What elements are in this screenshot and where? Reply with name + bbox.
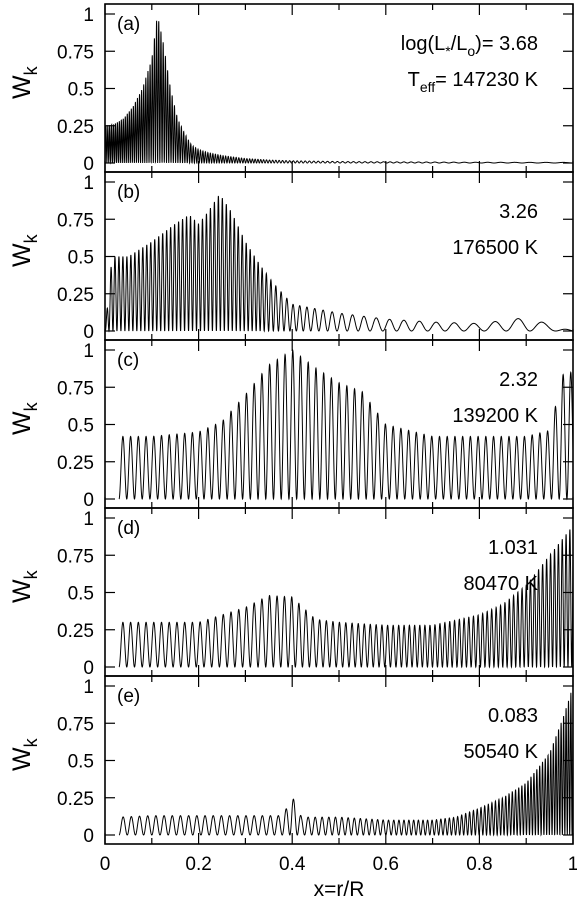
y-axis-label-sub: k	[21, 737, 41, 747]
x-tick-label: 0.2	[185, 854, 211, 875]
y-axis-label-sub: k	[21, 569, 41, 579]
y-tick-label: 1	[83, 341, 94, 362]
annotation-line: 139200 K	[452, 405, 538, 427]
panel-c: 0 0.25 0.5 0.75 1 Wk (c) 2.32 139200 K	[8, 339, 574, 511]
y-tick-label: 0.5	[68, 584, 94, 605]
annotation-text: /L	[451, 33, 468, 55]
panel-d: 0 0.25 0.5 0.75 1 Wk (d) 1.031 80470 K	[8, 507, 574, 679]
data-curve	[118, 692, 574, 837]
annotation-line: 176500 K	[452, 237, 538, 259]
y-tick-label: 0	[83, 658, 94, 679]
annotation-line: 80470 K	[463, 573, 538, 595]
panel-a: 0 0.25 0.5 0.75 1 Wk (a) log(L*/Lo)= 3.68 Teff= …	[8, 3, 574, 175]
annotation-line: 50540 K	[463, 741, 538, 763]
annotation-text: log(L	[401, 33, 445, 55]
annotation-text: 176500 K	[452, 237, 538, 259]
y-tick-label: 0	[83, 490, 94, 511]
y-tick-label: 0.5	[68, 416, 94, 437]
panel-e: 0 0.25 0.5 0.75 1 Wk (e) 0.083 50540 K 0 0.2 0.4 0.6…	[8, 675, 577, 901]
y-tick-label: 0	[83, 322, 94, 343]
y-tick-label: 1	[83, 509, 94, 530]
y-axis-label: Wk	[8, 569, 41, 603]
annotation-text: T	[408, 69, 420, 91]
annotation-line: Teff= 147230 K	[408, 69, 539, 95]
x-tick-label: 0.8	[466, 854, 492, 875]
y-tick-label: 1	[83, 173, 94, 194]
y-axis-label-main: W	[8, 747, 36, 771]
data-curve	[118, 349, 574, 501]
data-curve	[104, 20, 573, 165]
y-tick-label: 0.75	[57, 714, 94, 735]
annotation-text: 0.083	[488, 705, 538, 727]
annotation-line: 2.32	[499, 369, 538, 391]
data-curve	[104, 195, 574, 333]
panel-label: (e)	[117, 686, 140, 707]
y-tick-label: 0.75	[57, 42, 94, 63]
y-axis-label-sub: k	[21, 401, 41, 411]
annotation-text: 1.031	[488, 537, 538, 559]
y-tick-label: 0.25	[57, 621, 94, 642]
y-axis-label-main: W	[8, 75, 36, 99]
y-tick-label: 0.5	[68, 80, 94, 101]
annotation-text: 3.26	[499, 201, 538, 223]
y-axis-label: Wk	[8, 401, 41, 435]
annotation-subscript: *	[445, 43, 451, 59]
annotation-text: )= 3.68	[475, 33, 538, 55]
panel-label: (b)	[117, 182, 140, 203]
y-axis-label: Wk	[8, 65, 41, 99]
annotation-line: log(L*/Lo)= 3.68	[401, 33, 538, 59]
annotation-text: 139200 K	[452, 405, 538, 427]
panel-label: (c)	[117, 350, 139, 371]
y-axis-label-main: W	[8, 243, 36, 267]
panel-b: 0 0.25 0.5 0.75 1 Wk (b) 3.26 176500 K	[8, 171, 574, 343]
annotation-text: 50540 K	[463, 741, 538, 763]
y-axis-label-main: W	[8, 579, 36, 603]
y-tick-label: 0.25	[57, 453, 94, 474]
y-axis-label: Wk	[8, 233, 41, 267]
y-tick-label: 0.25	[57, 285, 94, 306]
y-tick-label: 0	[83, 826, 94, 847]
y-tick-label: 1	[83, 5, 94, 26]
y-axis-label-main: W	[8, 411, 36, 435]
annotation-text: 2.32	[499, 369, 538, 391]
panel-label: (d)	[117, 518, 140, 539]
y-tick-label: 0.25	[57, 789, 94, 810]
x-tick-label: 0.6	[373, 854, 399, 875]
y-tick-label: 0.5	[68, 752, 94, 773]
y-axis-label: Wk	[8, 737, 41, 771]
annotation-subscript: eff	[420, 79, 435, 95]
annotation-line: 0.083	[488, 705, 538, 727]
y-tick-label: 0.75	[57, 546, 94, 567]
data-curve	[118, 529, 574, 669]
x-tick-label: 0.4	[279, 854, 306, 875]
y-tick-label: 0.75	[57, 378, 94, 399]
x-tick-label: 0	[100, 854, 111, 875]
panel-label: (a)	[117, 14, 140, 35]
y-tick-label: 0.75	[57, 210, 94, 231]
y-tick-label: 1	[83, 677, 94, 698]
y-tick-label: 0	[83, 154, 94, 175]
annotation-line: 3.26	[499, 201, 538, 223]
y-axis-label-sub: k	[21, 233, 41, 243]
y-tick-label: 0.25	[57, 117, 94, 138]
annotation-text: = 147230 K	[435, 69, 539, 91]
annotation-line: 1.031	[488, 537, 538, 559]
x-axis-label: x=r/R	[314, 878, 365, 901]
annotation-text: 80470 K	[463, 573, 538, 595]
y-tick-label: 0.5	[68, 248, 94, 269]
annotation-subscript: o	[467, 43, 475, 59]
y-axis-label-sub: k	[21, 65, 41, 75]
x-tick-label: 1	[568, 854, 577, 875]
